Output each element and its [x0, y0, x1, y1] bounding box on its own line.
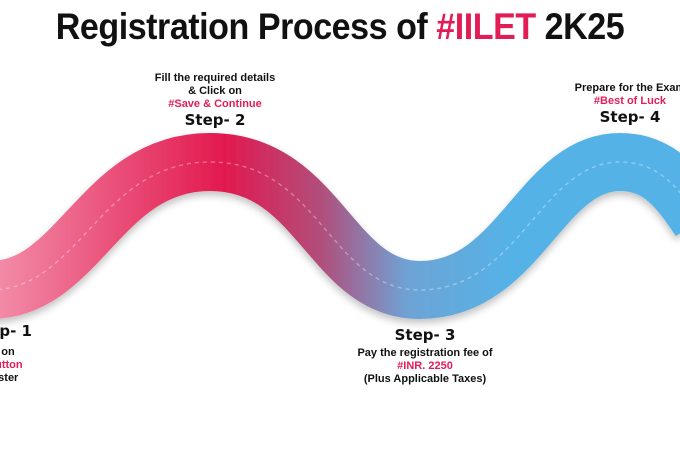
- title-suffix: 2K25: [535, 6, 625, 47]
- title-prefix: Registration Process of: [55, 6, 437, 47]
- step2-line-2: & Click on: [188, 85, 242, 97]
- step2-title: Step- 2: [184, 111, 246, 129]
- step1-title: tep- 1: [0, 322, 32, 340]
- step2-line-1: Fill the required details: [154, 72, 276, 84]
- step2-block: Fill the required details & Click on #Sa…: [130, 72, 300, 129]
- page-title: Registration Process of #IILET 2K25: [27, 6, 653, 48]
- step4-line-2: #Best of Luck: [593, 95, 667, 107]
- step3-description: Pay the registration fee of #INR. 2250 (…: [325, 347, 525, 386]
- title-highlight: #IILET: [436, 6, 536, 47]
- step3-line-2: #INR. 2250: [397, 360, 453, 372]
- road-center-line: [0, 161, 680, 291]
- step4-block: Prepare for the Exam #Best of Luck Step-…: [545, 82, 680, 126]
- step3-line-1: Pay the registration fee of: [357, 347, 493, 359]
- step4-line-1: Prepare for the Exam: [574, 82, 680, 94]
- step1-description: ck on y Button egister: [0, 346, 23, 385]
- step2-line-3: #Save & Continue: [168, 98, 262, 110]
- step1-line-1: ck on: [0, 346, 15, 358]
- step1-line-3: egister: [0, 372, 19, 384]
- step1-line-2: y Button: [0, 359, 23, 371]
- step3-title: Step- 3: [394, 326, 456, 344]
- step4-title: Step- 4: [599, 108, 661, 126]
- road-body: [0, 132, 680, 320]
- step3-line-3: (Plus Applicable Taxes): [363, 373, 487, 385]
